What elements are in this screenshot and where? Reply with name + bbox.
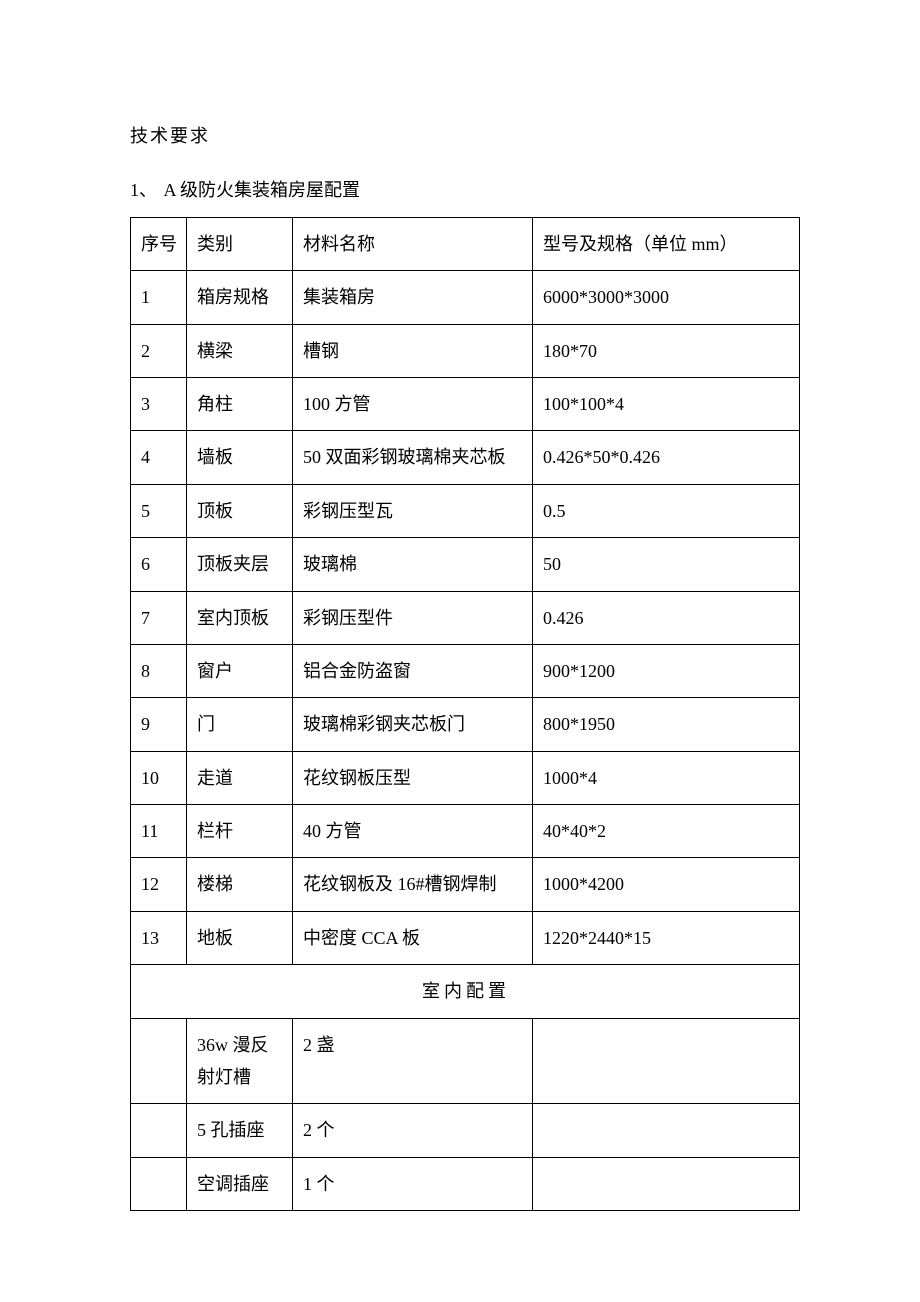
table-cell: 空调插座 [187, 1157, 293, 1210]
table-row: 9门玻璃棉彩钢夹芯板门800*1950 [131, 698, 800, 751]
table-row: 2横梁槽钢180*70 [131, 324, 800, 377]
table-cell: 7 [131, 591, 187, 644]
table-cell: 中密度 CCA 板 [293, 911, 533, 964]
table-row: 7室内顶板彩钢压型件0.426 [131, 591, 800, 644]
col-header-seq: 序号 [131, 217, 187, 270]
table-cell: 铝合金防盗窗 [293, 644, 533, 697]
table-row: 1箱房规格集装箱房6000*3000*3000 [131, 271, 800, 324]
table-cell: 10 [131, 751, 187, 804]
table-cell: 1 [131, 271, 187, 324]
table-cell: 1000*4 [533, 751, 800, 804]
table-cell: 墙板 [187, 431, 293, 484]
table-row: 5顶板彩钢压型瓦0.5 [131, 484, 800, 537]
table-cell: 12 [131, 858, 187, 911]
table-row: 空调插座1 个 [131, 1157, 800, 1210]
section-divider-row: 室内配置 [131, 965, 800, 1018]
table-cell: 玻璃棉彩钢夹芯板门 [293, 698, 533, 751]
table-cell [533, 1018, 800, 1104]
table-row: 36w 漫反射灯槽2 盏 [131, 1018, 800, 1104]
table-cell: 顶板 [187, 484, 293, 537]
table-cell: 11 [131, 805, 187, 858]
table-row: 6顶板夹层玻璃棉50 [131, 538, 800, 591]
table-cell: 9 [131, 698, 187, 751]
table-cell: 玻璃棉 [293, 538, 533, 591]
table-cell: 50 双面彩钢玻璃棉夹芯板 [293, 431, 533, 484]
section-title-cell: 室内配置 [131, 965, 800, 1018]
table-header-row: 序号 类别 材料名称 型号及规格（单位 mm） [131, 217, 800, 270]
table-cell [131, 1157, 187, 1210]
page-title: 技术要求 [130, 120, 800, 152]
table-cell: 8 [131, 644, 187, 697]
table-cell: 36w 漫反射灯槽 [187, 1018, 293, 1104]
table-cell: 6000*3000*3000 [533, 271, 800, 324]
table-cell: 0.426 [533, 591, 800, 644]
table-cell: 2 盏 [293, 1018, 533, 1104]
table-row: 8窗户铝合金防盗窗900*1200 [131, 644, 800, 697]
table-cell: 0.426*50*0.426 [533, 431, 800, 484]
table-cell: 室内顶板 [187, 591, 293, 644]
table-row: 13地板中密度 CCA 板1220*2440*15 [131, 911, 800, 964]
table-cell: 5 孔插座 [187, 1104, 293, 1157]
table-row: 4墙板50 双面彩钢玻璃棉夹芯板0.426*50*0.426 [131, 431, 800, 484]
table-row: 5 孔插座2 个 [131, 1104, 800, 1157]
table-cell [131, 1018, 187, 1104]
table-cell: 50 [533, 538, 800, 591]
table-cell: 顶板夹层 [187, 538, 293, 591]
table-cell: 180*70 [533, 324, 800, 377]
table-cell: 2 个 [293, 1104, 533, 1157]
table-cell: 3 [131, 377, 187, 430]
table-cell: 花纹钢板及 16#槽钢焊制 [293, 858, 533, 911]
table-cell: 100*100*4 [533, 377, 800, 430]
table-cell: 角柱 [187, 377, 293, 430]
section-heading: 1、 A 级防火集装箱房屋配置 [130, 174, 800, 206]
table-cell: 6 [131, 538, 187, 591]
table-row: 3角柱100 方管100*100*4 [131, 377, 800, 430]
table-cell: 栏杆 [187, 805, 293, 858]
table-cell [131, 1104, 187, 1157]
table-cell: 彩钢压型瓦 [293, 484, 533, 537]
table-cell: 横梁 [187, 324, 293, 377]
table-row: 11栏杆40 方管40*40*2 [131, 805, 800, 858]
table-cell: 门 [187, 698, 293, 751]
table-cell: 1220*2440*15 [533, 911, 800, 964]
table-cell: 窗户 [187, 644, 293, 697]
table-cell: 40*40*2 [533, 805, 800, 858]
table-cell: 4 [131, 431, 187, 484]
table-cell: 800*1950 [533, 698, 800, 751]
table-cell: 走道 [187, 751, 293, 804]
table-cell: 彩钢压型件 [293, 591, 533, 644]
table-cell: 100 方管 [293, 377, 533, 430]
table-cell: 40 方管 [293, 805, 533, 858]
table-cell: 楼梯 [187, 858, 293, 911]
list-title: A 级防火集装箱房屋配置 [164, 180, 361, 200]
table-cell: 0.5 [533, 484, 800, 537]
table-cell: 900*1200 [533, 644, 800, 697]
table-cell: 5 [131, 484, 187, 537]
col-header-material: 材料名称 [293, 217, 533, 270]
table-cell: 1000*4200 [533, 858, 800, 911]
table-row: 10走道花纹钢板压型1000*4 [131, 751, 800, 804]
table-cell: 箱房规格 [187, 271, 293, 324]
list-number: 1、 [130, 174, 160, 206]
table-cell: 1 个 [293, 1157, 533, 1210]
document-page: 技术要求 1、 A 级防火集装箱房屋配置 序号 类别 材料名称 型号及规格（单位… [0, 0, 920, 1302]
table-row: 12楼梯花纹钢板及 16#槽钢焊制1000*4200 [131, 858, 800, 911]
table-cell: 13 [131, 911, 187, 964]
table-cell [533, 1157, 800, 1210]
col-header-category: 类别 [187, 217, 293, 270]
table-cell: 槽钢 [293, 324, 533, 377]
spec-table: 序号 类别 材料名称 型号及规格（单位 mm） 1箱房规格集装箱房6000*30… [130, 217, 800, 1211]
col-header-spec: 型号及规格（单位 mm） [533, 217, 800, 270]
table-cell: 2 [131, 324, 187, 377]
table-cell [533, 1104, 800, 1157]
table-cell: 地板 [187, 911, 293, 964]
table-cell: 花纹钢板压型 [293, 751, 533, 804]
table-cell: 集装箱房 [293, 271, 533, 324]
